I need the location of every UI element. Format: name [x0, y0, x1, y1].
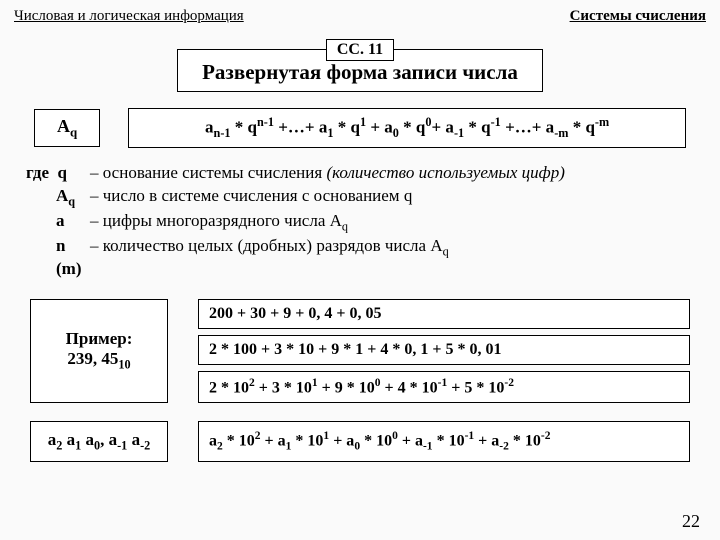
definitions: где q – основание системы счисления (кол…: [26, 162, 694, 281]
page-number: 22: [682, 511, 700, 532]
general-expansion: a2 * 102 + a1 * 101 + a0 * 100 + a-1 * 1…: [198, 421, 690, 462]
calc-step-1: 200 + 30 + 9 + 0, 4 + 0, 05: [198, 299, 690, 329]
aq-symbol: Aq: [34, 109, 100, 148]
calc-step-3: 2 * 102 + 3 * 101 + 9 * 100 + 4 * 10-1 +…: [198, 371, 690, 403]
digits-box: a2 a1 a0, a-1 a-2: [30, 421, 168, 462]
example-label: Пример: 239, 4510: [30, 299, 168, 403]
header-left: Числовая и логическая информация: [14, 8, 244, 25]
slide-tag: СС. 11: [326, 39, 394, 61]
calc-step-2: 2 * 100 + 3 * 10 + 9 * 1 + 4 * 0, 1 + 5 …: [198, 335, 690, 365]
main-formula: an-1 * qn-1 +…+ a1 * q1 + a0 * q0+ a-1 *…: [128, 108, 686, 148]
header-right: Системы счисления: [570, 8, 706, 25]
